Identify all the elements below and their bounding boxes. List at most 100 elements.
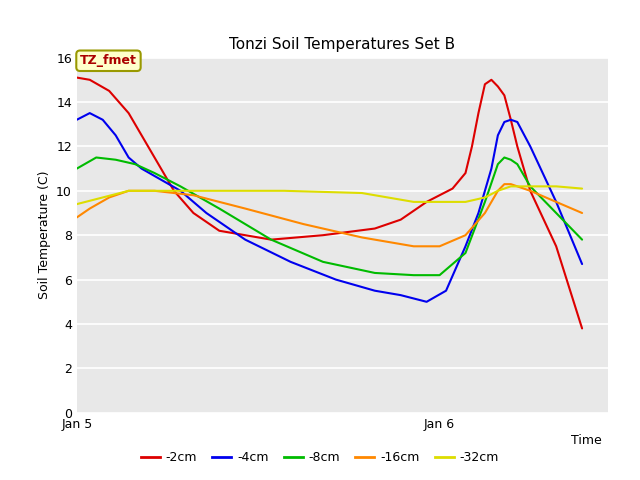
-4cm <box>157 177 165 182</box>
-8cm <box>73 166 81 171</box>
-16cm <box>241 205 249 211</box>
-16cm <box>527 188 534 194</box>
-4cm <box>579 261 586 267</box>
-2cm <box>397 217 404 223</box>
-4cm <box>513 119 521 125</box>
-16cm <box>410 243 417 249</box>
-4cm <box>500 119 508 125</box>
-16cm <box>73 215 81 220</box>
-2cm <box>449 186 456 192</box>
-2cm <box>500 93 508 98</box>
-4cm <box>488 166 495 171</box>
-2cm <box>527 188 534 194</box>
-32cm <box>513 183 521 189</box>
-16cm <box>300 221 307 227</box>
-8cm <box>150 170 158 176</box>
Y-axis label: Soil Temperature (C): Soil Temperature (C) <box>38 171 51 300</box>
-2cm <box>552 243 560 249</box>
-8cm <box>507 157 515 163</box>
-2cm <box>513 144 521 149</box>
-4cm <box>371 288 379 294</box>
-16cm <box>507 181 515 187</box>
-4cm <box>494 132 502 138</box>
-16cm <box>579 210 586 216</box>
Line: -4cm: -4cm <box>77 113 582 302</box>
-2cm <box>423 199 431 205</box>
-4cm <box>461 243 469 249</box>
Title: Tonzi Soil Temperatures Set B: Tonzi Soil Temperatures Set B <box>229 37 456 52</box>
-8cm <box>527 183 534 189</box>
-2cm <box>494 84 502 89</box>
-32cm <box>579 186 586 192</box>
-32cm <box>125 188 132 194</box>
-16cm <box>494 188 502 194</box>
-4cm <box>475 210 483 216</box>
-2cm <box>436 192 444 198</box>
-4cm <box>112 132 120 138</box>
-32cm <box>99 194 106 200</box>
Line: -32cm: -32cm <box>77 186 582 204</box>
-32cm <box>552 183 560 189</box>
-2cm <box>106 88 113 94</box>
-16cm <box>150 188 158 194</box>
-32cm <box>507 183 515 189</box>
-16cm <box>106 194 113 200</box>
-8cm <box>177 183 184 189</box>
-8cm <box>494 161 502 167</box>
-4cm <box>99 117 106 123</box>
-8cm <box>131 161 139 167</box>
-4cm <box>397 292 404 298</box>
-2cm <box>579 325 586 331</box>
-16cm <box>552 199 560 205</box>
-4cm <box>73 117 81 123</box>
Legend: -2cm, -4cm, -8cm, -16cm, -32cm: -2cm, -4cm, -8cm, -16cm, -32cm <box>136 446 504 469</box>
-4cm <box>125 155 132 160</box>
-32cm <box>436 199 444 205</box>
-32cm <box>494 188 502 194</box>
-8cm <box>371 270 379 276</box>
-4cm <box>138 166 145 171</box>
-2cm <box>481 81 489 87</box>
-32cm <box>500 186 508 192</box>
-32cm <box>216 188 223 194</box>
-4cm <box>507 117 515 123</box>
-16cm <box>358 235 365 240</box>
-2cm <box>371 226 379 231</box>
-8cm <box>481 199 489 205</box>
-8cm <box>216 205 223 211</box>
-2cm <box>73 75 81 81</box>
-2cm <box>138 132 145 138</box>
-32cm <box>280 188 288 194</box>
-16cm <box>189 192 197 198</box>
-2cm <box>189 210 197 216</box>
-8cm <box>268 237 275 242</box>
-4cm <box>552 199 560 205</box>
-2cm <box>125 110 132 116</box>
-16cm <box>125 188 132 194</box>
-2cm <box>216 228 223 234</box>
-2cm <box>488 77 495 83</box>
-32cm <box>410 199 417 205</box>
-32cm <box>461 199 469 205</box>
-8cm <box>92 155 100 160</box>
-4cm <box>177 188 184 194</box>
-32cm <box>358 190 365 196</box>
-32cm <box>527 183 534 189</box>
-8cm <box>500 155 508 160</box>
-8cm <box>436 272 444 278</box>
-8cm <box>579 237 586 242</box>
-2cm <box>268 237 275 242</box>
Line: -16cm: -16cm <box>77 184 582 246</box>
-2cm <box>170 188 178 194</box>
-4cm <box>423 299 431 305</box>
-4cm <box>202 210 210 216</box>
-2cm <box>319 232 327 238</box>
-8cm <box>552 210 560 216</box>
-16cm <box>500 181 508 187</box>
-16cm <box>86 205 93 211</box>
-16cm <box>436 243 444 249</box>
-16cm <box>461 232 469 238</box>
Text: Time: Time <box>571 434 602 447</box>
-32cm <box>164 188 172 194</box>
Text: TZ_fmet: TZ_fmet <box>80 54 137 67</box>
